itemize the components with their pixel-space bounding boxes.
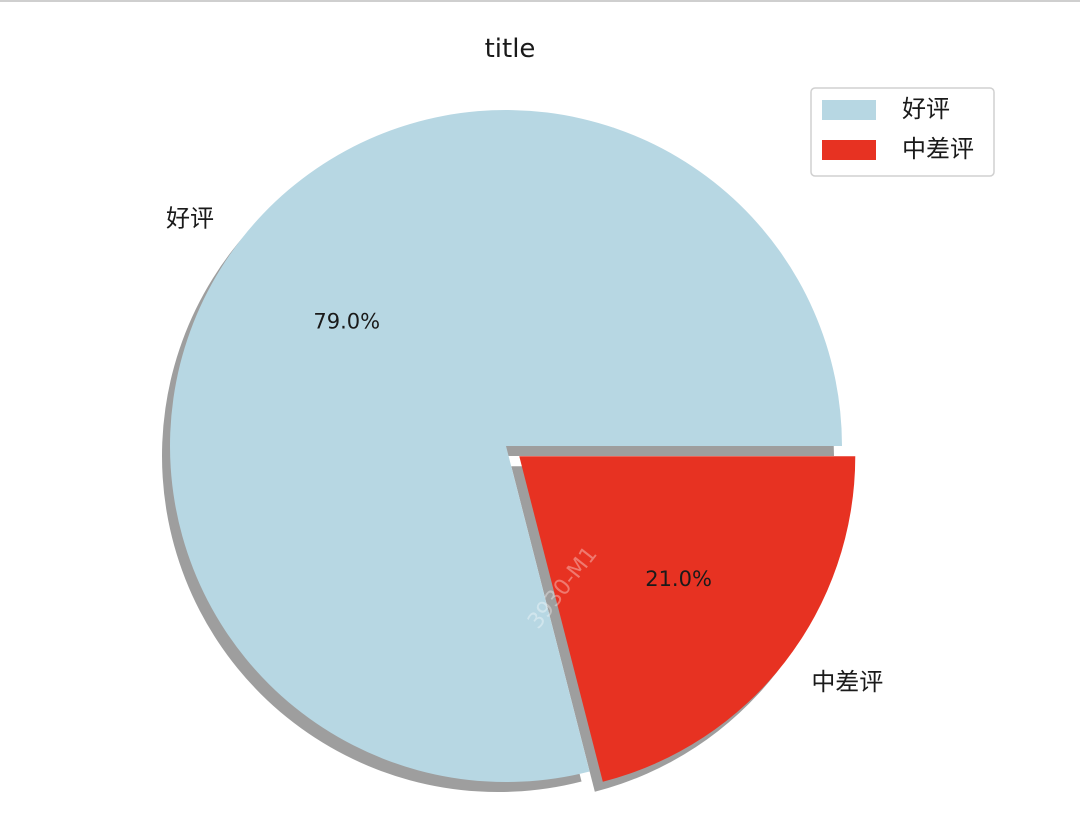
slice-label-1: 中差评 <box>811 668 883 696</box>
percent-label-0: 79.0% <box>313 309 380 333</box>
percent-label-1: 21.0% <box>645 567 712 591</box>
slice-labels: 好评 79.0% 中差评 21.0% <box>166 204 883 695</box>
pie-slice-0 <box>169 110 842 783</box>
legend-swatch-1 <box>822 140 876 160</box>
legend-label-1: 中差评 <box>902 135 974 163</box>
legend-swatch-0 <box>822 100 876 120</box>
slice-label-0: 好评 <box>166 204 214 232</box>
chart-title: title <box>485 34 536 64</box>
pie-slices <box>169 110 856 783</box>
legend-label-0: 好评 <box>902 95 950 123</box>
pie-slice-1 <box>519 456 856 782</box>
